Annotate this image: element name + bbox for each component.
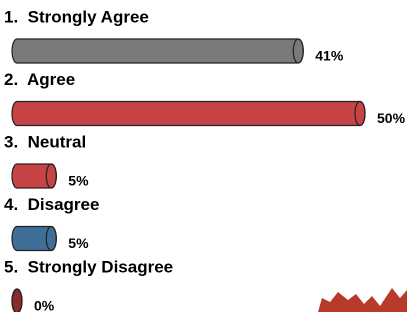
category-label: 2. Agree bbox=[4, 70, 75, 89]
value-label: 5% bbox=[68, 235, 89, 251]
poll-chart: 1. Strongly Agree 41% 2. Agree 50% 3. Neutra… bbox=[0, 0, 407, 312]
value-label: 0% bbox=[34, 298, 55, 312]
value-label: 50% bbox=[377, 110, 406, 126]
category-label: 4. Disagree bbox=[4, 195, 99, 214]
value-label: 5% bbox=[68, 173, 89, 189]
category-label: 3. Neutral bbox=[4, 132, 86, 151]
bar bbox=[12, 39, 303, 63]
bar bbox=[12, 102, 365, 126]
category-label: 1. Strongly Agree bbox=[4, 7, 149, 26]
bar bbox=[12, 227, 56, 251]
decoration bbox=[318, 288, 407, 312]
value-label: 41% bbox=[315, 48, 344, 64]
category-label: 5. Strongly Disagree bbox=[4, 257, 173, 276]
bar bbox=[12, 164, 56, 188]
